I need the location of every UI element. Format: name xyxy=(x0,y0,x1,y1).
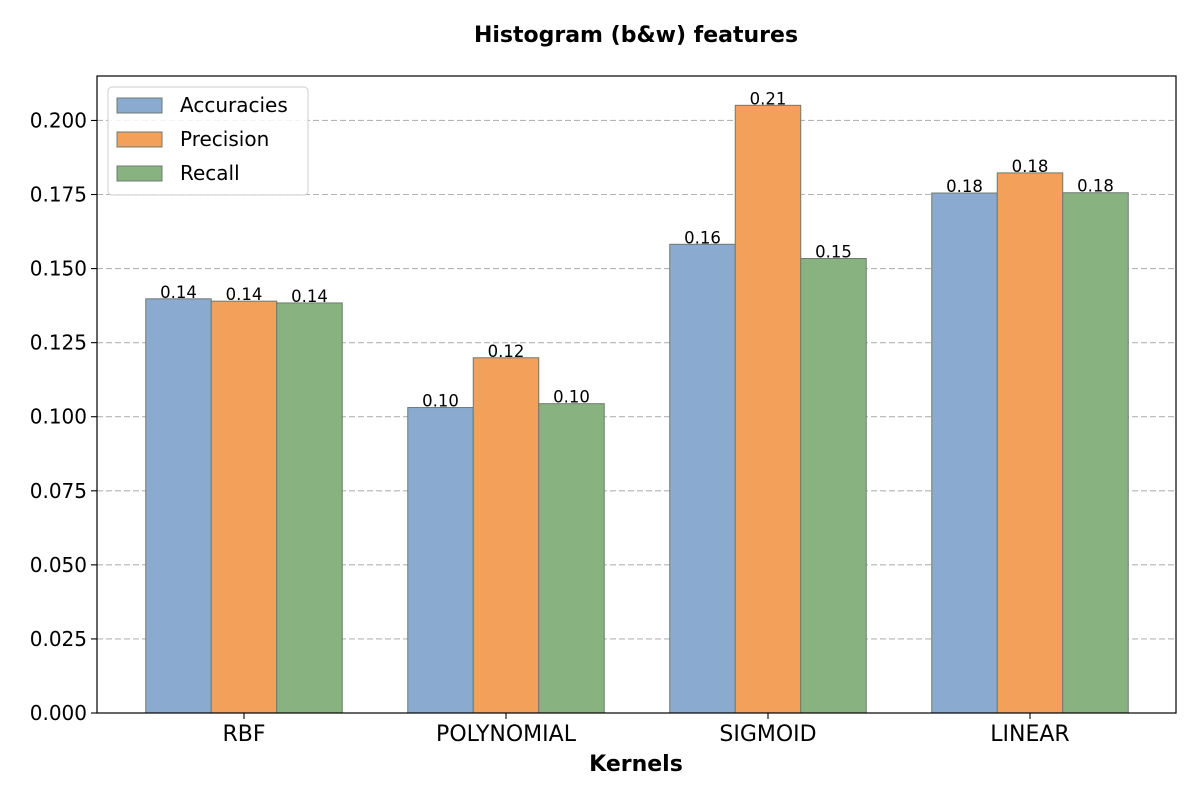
plot-frame xyxy=(96,75,1177,714)
x-tick-label: LINEAR xyxy=(990,722,1069,747)
bar-value-label: 0.15 xyxy=(815,243,852,262)
x-axis-label: Kernels xyxy=(589,752,683,777)
x-axis-ticks: RBF POLYNOMIAL SIGMOID LINEAR xyxy=(222,713,1070,747)
bar-accuracies-sigmoid xyxy=(669,243,736,714)
x-tick-label: SIGMOID xyxy=(719,722,816,747)
legend-label-accuracies: Accuracies xyxy=(180,93,288,117)
legend-label-recall: Recall xyxy=(180,161,240,185)
bar-accuracies-polynomial xyxy=(407,407,474,714)
bar-recall-linear xyxy=(1062,192,1129,714)
y-tick-label: 0.075 xyxy=(30,479,87,503)
bar-value-label: 0.21 xyxy=(750,89,787,108)
bar-value-label: 0.18 xyxy=(1012,157,1049,176)
bar-value-labels: 0.14 0.14 0.14 0.10 0.12 0.10 0.16 0.21 0.15 0.18… xyxy=(160,89,1114,410)
bar-value-label: 0.16 xyxy=(684,228,721,247)
bar-precision-sigmoid xyxy=(734,104,802,714)
bar-value-label: 0.14 xyxy=(226,285,263,304)
bar-value-label: 0.10 xyxy=(553,388,590,407)
legend: Accuracies Precision Recall xyxy=(107,86,309,196)
y-tick-label: 0.050 xyxy=(30,553,87,577)
legend-swatch-precision xyxy=(116,131,163,148)
y-tick-label: 0.200 xyxy=(30,108,87,132)
bar-precision-linear xyxy=(996,172,1064,714)
bar-precision-rbf xyxy=(210,300,278,714)
bars xyxy=(145,104,1129,714)
legend-swatch-accuracies xyxy=(116,97,163,114)
y-tick-label: 0.025 xyxy=(30,627,87,651)
bar-value-label: 0.14 xyxy=(160,283,197,302)
y-tick-label: 0.100 xyxy=(30,405,87,429)
x-tick-label: RBF xyxy=(222,722,265,747)
y-tick-label: 0.000 xyxy=(30,701,87,725)
bar-value-label: 0.12 xyxy=(488,342,525,361)
legend-label-precision: Precision xyxy=(180,127,269,151)
y-tick-label: 0.175 xyxy=(30,183,87,207)
bar-value-label: 0.10 xyxy=(422,392,459,411)
bar-value-label: 0.14 xyxy=(291,287,328,306)
bar-value-label: 0.18 xyxy=(1077,177,1114,196)
bar-recall-rbf xyxy=(276,302,343,714)
bar-recall-sigmoid xyxy=(800,258,867,714)
y-tick-label: 0.150 xyxy=(30,257,87,281)
legend-swatch-recall xyxy=(116,165,163,182)
bar-accuracies-linear xyxy=(931,192,998,714)
chart-title: Histogram (b&w) features xyxy=(474,23,798,48)
y-tick-label: 0.125 xyxy=(30,331,87,355)
bar-accuracies-rbf xyxy=(145,298,212,714)
bar-recall-polynomial xyxy=(538,403,605,714)
bar-value-label: 0.18 xyxy=(946,177,983,196)
x-tick-label: POLYNOMIAL xyxy=(436,722,577,747)
y-axis-ticks: 0.000 0.025 0.050 0.075 0.100 0.125 0.150 0.175… xyxy=(30,108,97,725)
bar-precision-polynomial xyxy=(472,357,540,714)
